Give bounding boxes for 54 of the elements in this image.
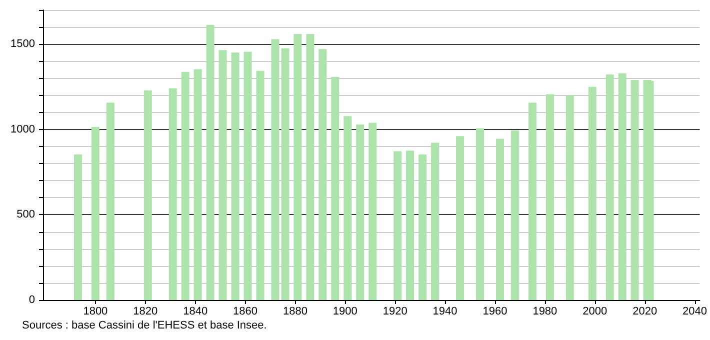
x-tick-label: 1860 xyxy=(233,306,258,318)
bar xyxy=(74,154,82,300)
bar xyxy=(256,70,264,300)
bar xyxy=(194,69,202,300)
bar xyxy=(306,34,314,300)
bar xyxy=(331,76,340,300)
x-tick-label: 2040 xyxy=(682,306,708,318)
bar xyxy=(318,49,327,300)
bar xyxy=(281,48,290,300)
x-tick-label: 1940 xyxy=(432,306,458,318)
bar xyxy=(528,102,536,300)
bar xyxy=(231,52,240,300)
bar xyxy=(144,90,152,300)
bar xyxy=(456,136,464,300)
bar xyxy=(566,95,574,300)
x-tick-label: 1960 xyxy=(482,306,508,318)
bar xyxy=(106,102,114,300)
y-tick-label: 1500 xyxy=(10,38,35,50)
bar xyxy=(294,34,302,300)
y-tick-label: 500 xyxy=(16,208,35,221)
bar xyxy=(168,88,177,300)
bar xyxy=(394,151,402,300)
bar xyxy=(368,122,377,300)
x-tick-label: 1880 xyxy=(282,306,308,318)
bar xyxy=(206,25,214,300)
bar xyxy=(606,74,614,300)
bar xyxy=(418,154,427,300)
bar xyxy=(181,72,190,300)
bar xyxy=(546,94,554,300)
bar xyxy=(630,80,639,300)
bar xyxy=(344,116,352,300)
bar xyxy=(271,39,280,300)
y-tick-label: 0 xyxy=(28,294,35,306)
bar xyxy=(431,142,440,300)
x-tick-label: 2000 xyxy=(582,306,608,318)
bar xyxy=(496,138,504,300)
source-note: Sources : base Cassini de l'EHESS et base Insee. xyxy=(22,320,267,332)
x-tick-label: 1900 xyxy=(332,306,358,318)
y-tick-label: 1000 xyxy=(10,123,35,136)
bar xyxy=(618,73,626,300)
bar xyxy=(510,130,519,300)
x-tick-label: 1820 xyxy=(133,306,158,318)
bar xyxy=(476,128,484,300)
x-tick-label: 1840 xyxy=(183,306,208,318)
x-tick-label: 2020 xyxy=(632,306,658,318)
bar xyxy=(244,52,252,300)
bar xyxy=(91,127,100,300)
bar xyxy=(588,86,596,300)
bar xyxy=(218,50,227,300)
bar xyxy=(356,124,364,300)
bar xyxy=(406,150,414,300)
x-tick-label: 1980 xyxy=(532,306,558,318)
x-tick-label: 1800 xyxy=(83,306,108,318)
x-tick-label: 1920 xyxy=(382,306,408,318)
